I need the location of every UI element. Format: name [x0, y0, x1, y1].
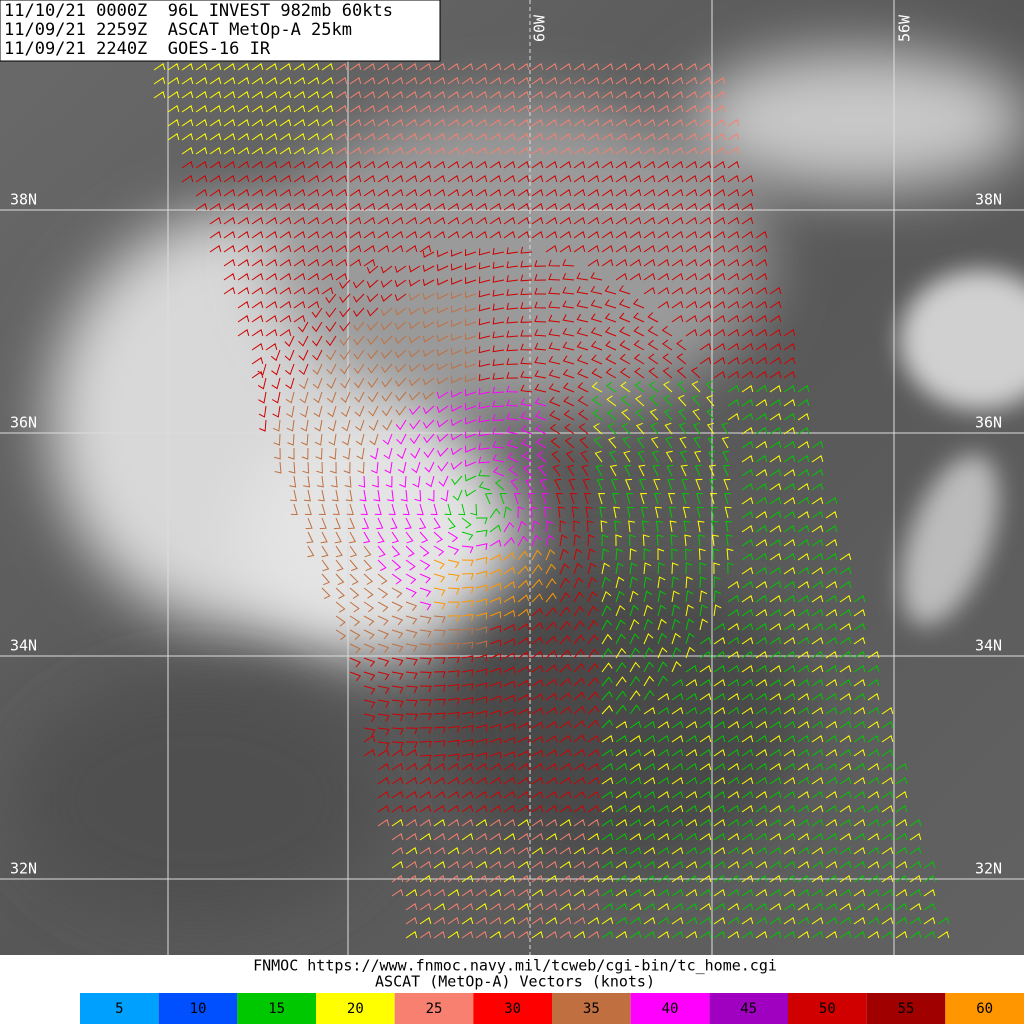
legend-label: 50 [819, 1001, 836, 1017]
header-box: 11/10/21 0000Z 96L INVEST 982mb 60kts 11… [0, 0, 441, 62]
legend-swatch [945, 993, 1024, 1024]
barb-group [181, 160, 796, 813]
lon-label: 56W [896, 14, 914, 42]
header-line: 11/09/21 2259Z ASCAT MetOp-A 25km [4, 20, 352, 40]
legend-swatch [630, 993, 710, 1024]
barb-group [433, 548, 557, 622]
legend-label: 55 [898, 1001, 915, 1017]
footer-line: ASCAT (MetOp-A) Vectors (knots) [375, 973, 655, 991]
lat-labels: 38N 38N 36N 36N 34N 34N 32N 32N [10, 191, 1002, 878]
lat-label: 34N [975, 637, 1002, 655]
legend-label: 45 [740, 1001, 757, 1017]
barb-group [153, 62, 950, 939]
lat-label: 34N [10, 637, 37, 655]
lat-label: 38N [975, 191, 1002, 209]
header-background [0, 0, 441, 62]
legend-label: 15 [268, 1001, 285, 1017]
legend-swatch [552, 993, 631, 1024]
legend-swatch [394, 993, 474, 1024]
legend-swatch [788, 993, 867, 1024]
lat-label: 32N [10, 860, 37, 878]
legend-swatch [866, 993, 946, 1024]
lat-label: 36N [975, 414, 1002, 432]
legend-swatch [158, 993, 238, 1024]
lon-label: 60W [531, 14, 549, 42]
header-line: 11/10/21 0000Z 96L INVEST 982mb 60kts [4, 1, 393, 21]
graticule [0, 0, 1024, 955]
legend-label: 30 [504, 1001, 521, 1017]
legend-swatch [473, 993, 552, 1024]
legend-label: 25 [426, 1001, 443, 1017]
barb-group [444, 380, 950, 939]
legend-label: 5 [115, 1001, 123, 1017]
wind-barbs [153, 62, 950, 939]
legend-swatch [709, 993, 788, 1024]
legend-label: 60 [976, 1001, 993, 1017]
legend-label: 10 [190, 1001, 207, 1017]
color-legend: 5 10 15 20 25 30 35 40 45 50 55 60 [80, 993, 1024, 1024]
barb-group [272, 291, 488, 654]
barb-group [358, 385, 555, 611]
legend-label: 20 [347, 1001, 364, 1017]
legend-swatch [316, 993, 395, 1024]
barb-group [335, 62, 740, 939]
lat-label: 38N [10, 191, 37, 209]
header-line: 11/09/21 2240Z GOES-16 IR [4, 39, 271, 59]
lon-labels: 60W 56W [531, 14, 914, 42]
footer-line: FNMOC https://www.fnmoc.navy.mil/tcweb/c… [253, 957, 777, 975]
legend-label: 35 [583, 1001, 600, 1017]
lat-label: 36N [10, 414, 37, 432]
legend-label: 40 [662, 1001, 679, 1017]
legend-swatch [237, 993, 316, 1024]
legend-swatch [80, 993, 159, 1024]
lat-label: 32N [975, 860, 1002, 878]
